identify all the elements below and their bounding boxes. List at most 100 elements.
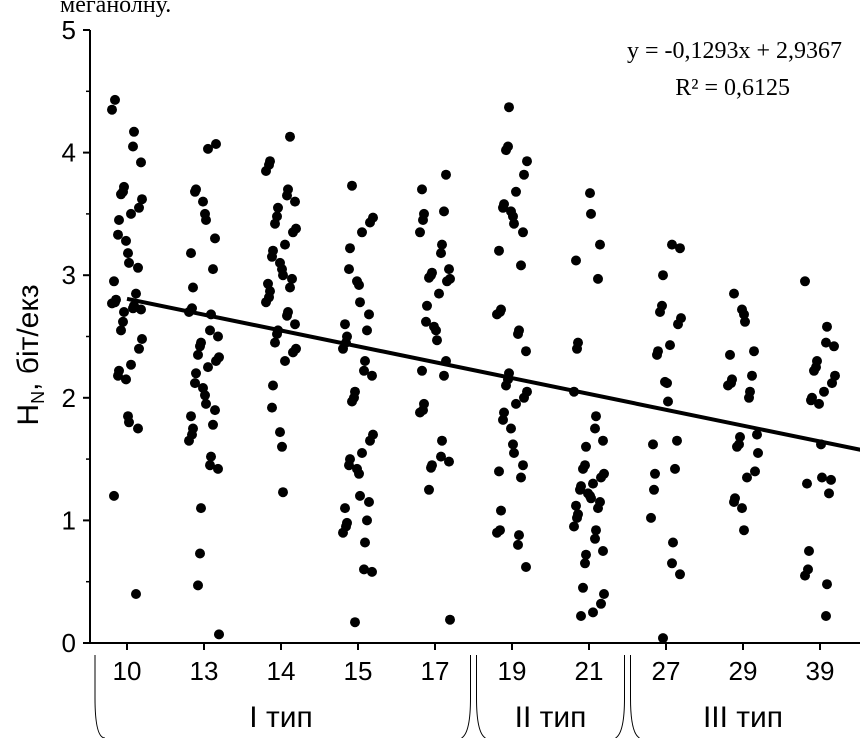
data-point-10: [129, 126, 139, 137]
data-point-10: [107, 104, 117, 115]
data-point-17: [422, 300, 432, 311]
data-point-19: [511, 186, 521, 197]
data-point-13: [184, 435, 194, 446]
data-point-27: [658, 270, 668, 281]
data-point-29: [737, 503, 747, 514]
data-point-19: [521, 562, 531, 572]
data-point-15: [362, 515, 372, 526]
data-point-19: [501, 145, 511, 156]
top-text: меганолну.: [60, 0, 171, 18]
data-point-21: [593, 273, 603, 284]
data-point-29: [740, 316, 750, 327]
data-point-19: [499, 407, 509, 418]
data-point-13: [193, 580, 203, 591]
data-point-21: [591, 411, 601, 422]
data-point-39: [822, 579, 832, 590]
data-point-29: [750, 466, 760, 477]
data-point-15: [347, 180, 357, 191]
data-point-21: [576, 611, 586, 621]
data-point-19: [496, 505, 506, 516]
data-point-17: [418, 215, 428, 225]
data-point-21: [585, 188, 595, 199]
data-point-15: [359, 564, 369, 575]
data-point-10: [118, 316, 128, 327]
data-point-15: [365, 435, 375, 446]
data-point-19: [518, 460, 528, 471]
data-point-39: [826, 474, 836, 485]
data-points: [107, 94, 840, 644]
y-tick-label: 3: [62, 260, 76, 290]
y-tick-label: 4: [62, 138, 76, 168]
data-point-10: [131, 589, 141, 599]
x-axis-ticks: 10 13 14 15 17 19 21 27 29 39: [113, 643, 834, 686]
data-point-10: [109, 490, 119, 501]
data-point-14: [261, 297, 271, 308]
group-separator-curve: [461, 697, 471, 738]
x-tick-label-29: 29: [729, 656, 758, 686]
data-point-17: [444, 456, 454, 467]
y-axis-label-main: H: [12, 404, 45, 426]
data-point-15: [344, 264, 354, 275]
data-point-15: [360, 537, 370, 548]
data-point-13: [210, 233, 220, 244]
data-point-10: [134, 343, 144, 354]
data-point-17: [439, 206, 449, 217]
axes: [89, 30, 860, 644]
data-point-21: [586, 208, 596, 219]
group-labels: І тип ІІ тип ІІІ тип: [94, 655, 783, 738]
data-point-13: [210, 405, 220, 416]
data-point-21: [598, 546, 608, 556]
data-point-15: [347, 396, 357, 407]
trendline-r-squared: R² = 0,6125: [675, 75, 790, 101]
data-point-17: [415, 407, 425, 418]
data-point-14: [287, 273, 297, 284]
data-point-17: [439, 370, 449, 381]
data-point-21: [571, 500, 581, 511]
data-point-29: [732, 441, 742, 452]
data-point-21: [596, 598, 606, 609]
data-point-17: [415, 227, 425, 238]
data-point-27: [675, 243, 685, 254]
data-point-17: [441, 169, 451, 180]
data-point-21: [591, 525, 601, 536]
data-point-17: [442, 276, 452, 287]
data-point-15: [357, 227, 367, 238]
data-point-39: [804, 546, 814, 556]
x-tick-label-15: 15: [344, 656, 373, 686]
data-point-29: [749, 346, 759, 357]
data-point-15: [354, 468, 364, 479]
data-point-14: [273, 202, 283, 213]
data-point-15: [345, 243, 355, 254]
data-point-27: [670, 463, 680, 474]
data-point-21: [588, 607, 598, 618]
data-point-29: [747, 370, 757, 381]
data-point-13: [211, 139, 221, 149]
data-point-14: [278, 487, 288, 498]
data-point-17: [421, 316, 431, 327]
data-point-21: [578, 463, 588, 474]
y-axis-ticks: 0 1 2 3 4 5: [62, 15, 90, 658]
data-point-21: [581, 441, 591, 452]
data-point-19: [513, 329, 523, 339]
data-point-17: [444, 264, 454, 275]
data-point-10: [114, 215, 124, 225]
data-point-29: [723, 380, 733, 391]
data-point-17: [417, 184, 427, 195]
data-point-21: [588, 478, 598, 489]
data-point-17: [437, 239, 447, 250]
data-point-21: [586, 493, 596, 504]
data-point-14: [267, 402, 277, 413]
data-point-19: [494, 466, 504, 477]
data-point-10: [121, 235, 131, 246]
data-point-19: [508, 439, 518, 450]
data-point-10: [128, 303, 138, 314]
data-point-21: [598, 435, 608, 446]
data-point-21: [571, 255, 581, 266]
data-point-19: [522, 156, 532, 167]
data-point-15: [338, 527, 348, 538]
data-point-39: [821, 611, 831, 621]
data-point-19: [498, 414, 508, 425]
data-point-19: [508, 211, 518, 222]
data-point-10: [124, 417, 134, 428]
data-point-19: [498, 202, 508, 213]
